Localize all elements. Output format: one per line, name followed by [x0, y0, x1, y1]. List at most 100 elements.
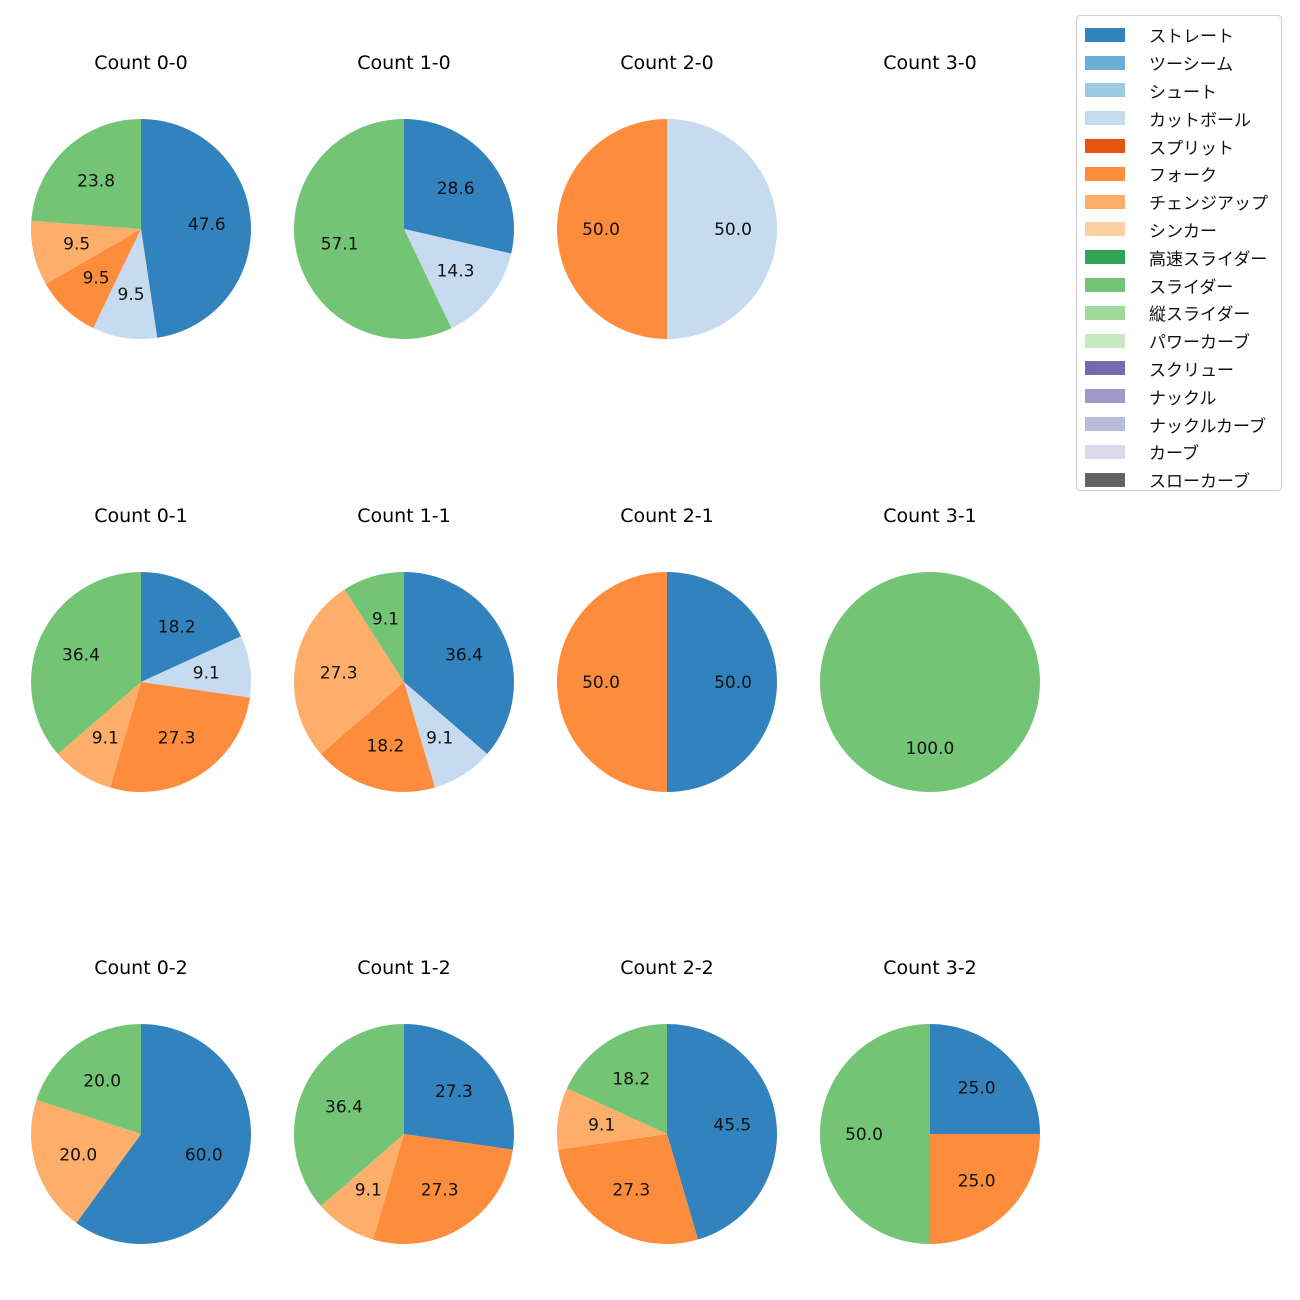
legend-label: ナックルカーブ	[1149, 416, 1266, 437]
legend-item: ツーシーム	[1085, 49, 1281, 77]
pie-slice	[31, 119, 142, 229]
legend-swatch	[1085, 55, 1125, 70]
legend-item: シュート	[1085, 77, 1281, 105]
legend-item: フォーク	[1085, 160, 1281, 188]
pie-slice	[667, 1024, 777, 1240]
pie-slice	[404, 682, 488, 788]
pie-slice-label: 27.3	[612, 1181, 650, 1201]
legend-item: パワーカーブ	[1085, 327, 1281, 355]
pie-title: Count 2-1	[620, 505, 714, 527]
pie-slice-label: 36.4	[445, 646, 483, 666]
pie-slice	[294, 589, 404, 755]
pie-slice	[141, 119, 252, 338]
pie-slice-label: 57.1	[321, 235, 359, 255]
pie-slice	[141, 636, 251, 698]
pie-slice-label: 9.1	[193, 664, 220, 684]
pie-slice-label: 9.1	[355, 1181, 382, 1201]
pie-chart: Count 0-0 47.6 9.5 9.5 9.5 23.8	[30, 52, 252, 339]
pie-slice-label: 27.3	[435, 1082, 473, 1102]
pie-slice-label: 25.0	[958, 1172, 996, 1192]
pie-slice-label: 9.1	[92, 729, 119, 749]
pie-slice-label: 47.6	[188, 215, 226, 235]
legend-item: ナックル	[1085, 382, 1281, 410]
pie-slice	[820, 572, 1040, 792]
pie-slice-label: 50.0	[714, 673, 752, 693]
legend-swatch	[1085, 83, 1125, 98]
legend-label: スライダー	[1149, 277, 1234, 298]
pie-slice	[30, 220, 141, 284]
pie-slice	[36, 1024, 141, 1134]
pie-slice	[404, 572, 514, 755]
pie-title: Count 2-0	[620, 52, 714, 74]
pie-title: Count 0-1	[94, 505, 188, 527]
pie-chart: Count 2-0 50.0 50.0	[557, 52, 777, 339]
pie-chart: Count 2-1 50.0 50.0	[557, 505, 777, 792]
pie-slice	[110, 682, 250, 792]
pie-slice	[45, 229, 141, 329]
pie-slice-label: 50.0	[845, 1125, 883, 1145]
pie-slice-label: 28.6	[437, 179, 475, 199]
pie-slice	[557, 1088, 667, 1150]
legend-swatch	[1085, 305, 1125, 320]
pie-slice-label: 9.1	[426, 729, 453, 749]
pie-slice	[930, 1024, 1040, 1134]
pie-chart: Count 1-0 28.6 14.3 57.1	[293, 52, 514, 339]
legend-item: 縦スライダー	[1085, 299, 1281, 327]
pie-slice	[294, 1024, 404, 1207]
pie-title: Count 3-1	[883, 505, 977, 527]
legend-swatch	[1085, 111, 1125, 126]
legend-label: 高速スライダー	[1149, 249, 1268, 270]
legend-swatch	[1085, 444, 1125, 459]
legend-label: スローカーブ	[1149, 472, 1250, 493]
pie-chart: Count 0-1 18.2 9.1 27.3 9.1 36.4	[31, 505, 251, 792]
legend-label: ナックル	[1149, 388, 1217, 409]
legend-item: チェンジアップ	[1085, 188, 1281, 216]
pie-chart: Count 3-0	[883, 52, 977, 74]
legend-item: カットボール	[1085, 104, 1281, 132]
pie-slice-label: 25.0	[958, 1078, 996, 1098]
legend-item: カーブ	[1085, 438, 1281, 466]
legend-swatch	[1085, 222, 1125, 237]
legend: ストレート ツーシーム シュート カットボール スプリット フォーク チェンジアップ シンカー…	[1076, 15, 1282, 494]
legend-label: ツーシーム	[1149, 55, 1234, 76]
pie-title: Count 1-2	[357, 957, 451, 979]
pie-slice-label: 27.3	[421, 1181, 459, 1201]
pie-slice-label: 100.0	[906, 739, 955, 759]
legend-label: スプリット	[1149, 138, 1234, 159]
pie-chart: Count 0-2 60.0 20.0 20.0	[31, 957, 252, 1244]
legend-item: シンカー	[1085, 216, 1281, 244]
pie-title: Count 3-2	[883, 957, 977, 979]
pie-slice	[404, 1024, 514, 1150]
pie-chart: Count 3-1 100.0	[820, 505, 1040, 792]
legend-swatch	[1085, 139, 1125, 154]
pie-slice-label: 18.2	[158, 617, 196, 637]
legend-item: スローカーブ	[1085, 466, 1281, 494]
pie-slice-label: 18.2	[366, 736, 404, 756]
pie-title: Count 0-0	[94, 52, 188, 74]
pie-slice-label: 14.3	[437, 261, 475, 281]
legend-label: フォーク	[1149, 166, 1217, 187]
legend-label: 縦スライダー	[1149, 305, 1251, 326]
pie-slice	[344, 572, 404, 682]
pie-slice-label: 36.4	[62, 646, 100, 666]
pie-slice-label: 50.0	[714, 220, 752, 240]
pie-slice-label: 18.2	[612, 1069, 650, 1089]
pie-slice	[930, 1134, 1040, 1244]
legend-item: ナックルカーブ	[1085, 410, 1281, 438]
legend-swatch	[1085, 472, 1125, 487]
pie-slice-label: 23.8	[77, 172, 115, 192]
pie-slice	[558, 1134, 698, 1244]
legend-swatch	[1085, 333, 1125, 348]
legend-swatch	[1085, 389, 1125, 404]
pie-title: Count 0-2	[94, 957, 188, 979]
pie-slice-label: 9.1	[372, 610, 399, 630]
pie-slice-label: 36.4	[325, 1098, 363, 1118]
legend-swatch	[1085, 194, 1125, 209]
legend-label: シンカー	[1149, 221, 1217, 242]
pie-slice	[404, 119, 514, 254]
pie-slice-label: 45.5	[713, 1116, 751, 1136]
pie-slice-label: 27.3	[320, 664, 358, 684]
pie-slice-label: 9.5	[83, 268, 110, 288]
pie-slice-label: 9.5	[63, 235, 90, 255]
